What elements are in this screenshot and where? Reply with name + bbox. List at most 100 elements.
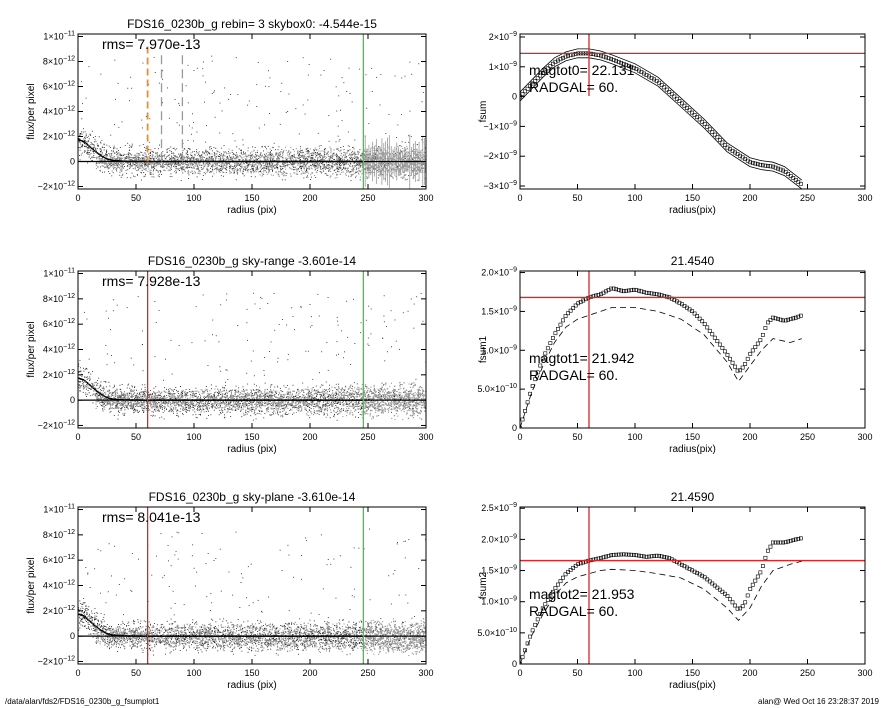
profile-point <box>191 160 194 163</box>
scatter-point <box>303 156 305 158</box>
scatter-band-point <box>270 163 272 165</box>
x-tick-label: 300 <box>418 193 433 203</box>
scatter-band-point <box>129 158 131 160</box>
scatter-band-point <box>305 166 307 168</box>
profile-point <box>180 160 182 163</box>
scatter-point <box>324 389 326 390</box>
scatter-point <box>298 155 299 156</box>
scatter-point <box>89 152 90 153</box>
scatter-point <box>220 157 221 159</box>
scatter-point <box>335 163 337 164</box>
scatter-band-point <box>369 167 371 169</box>
scatter-band-point <box>175 157 177 159</box>
scatter-point <box>360 397 362 399</box>
scatter-point <box>365 167 368 169</box>
scatter-point <box>401 177 404 179</box>
profile-point <box>188 160 191 163</box>
scatter-point <box>313 165 315 166</box>
scatter-band-point <box>357 150 359 152</box>
scatter-point <box>151 176 153 178</box>
scatter-band-point <box>159 155 161 157</box>
scatter-point <box>236 169 238 171</box>
scatter-point <box>116 161 118 163</box>
scatter-band-point <box>179 156 181 158</box>
scatter-band-point <box>331 164 333 166</box>
scatter-point <box>272 146 274 148</box>
scatter-band-point <box>406 145 408 147</box>
scatter-point <box>330 155 332 157</box>
scatter-point <box>290 151 292 153</box>
scatter-point <box>350 158 351 160</box>
scatter-point <box>352 173 354 175</box>
scatter-point <box>375 157 377 159</box>
scatter-point <box>144 164 145 166</box>
scatter-point <box>196 149 198 151</box>
scatter-band-point <box>107 164 109 166</box>
scatter-point <box>80 390 81 392</box>
scatter-point <box>90 153 92 155</box>
scatter-point <box>99 170 101 171</box>
scatter-point <box>110 147 111 148</box>
scatter-point <box>356 163 358 165</box>
scatter-band-point <box>330 148 332 150</box>
scatter-band-point <box>197 154 199 156</box>
scatter-point <box>147 166 149 168</box>
scatter-point <box>168 117 170 119</box>
scatter-point <box>148 153 150 155</box>
scatter-point <box>240 152 242 153</box>
scatter-point <box>217 151 218 152</box>
scatter-band-point <box>302 165 304 167</box>
x-tick-label: 0 <box>517 193 522 203</box>
scatter-point <box>312 163 314 165</box>
scatter-point <box>269 154 271 155</box>
scatter-point <box>294 169 296 170</box>
scatter-point <box>84 150 85 152</box>
scatter-band-point <box>137 154 139 156</box>
scatter-band-point <box>251 171 253 173</box>
plot-frame <box>519 33 866 190</box>
profile-point <box>220 160 223 163</box>
scatter-point <box>117 158 119 160</box>
scatter-band-point <box>347 150 349 152</box>
scatter-point <box>196 152 198 154</box>
scatter-point <box>288 93 290 95</box>
scatter-band-point <box>229 162 231 164</box>
scatter-point <box>281 166 283 167</box>
scatter-band-point <box>219 172 221 174</box>
scatter-band-point <box>281 167 283 169</box>
scatter-point <box>198 168 199 170</box>
scatter-point <box>83 142 85 144</box>
scatter-band-point <box>417 156 419 158</box>
scatter-point <box>247 104 249 106</box>
scatter-point <box>149 159 151 161</box>
scatter-point <box>97 388 99 390</box>
scatter-band-point <box>292 165 294 167</box>
scatter-point <box>368 157 371 159</box>
scatter-point <box>347 159 348 161</box>
scatter-point <box>161 152 163 154</box>
scatter-band-point <box>105 162 107 164</box>
scatter-point <box>186 157 188 158</box>
scatter-band-point <box>221 169 223 171</box>
scatter-point <box>420 166 422 169</box>
scatter-band-point <box>323 159 325 161</box>
scatter-point <box>207 165 209 167</box>
scatter-band-point <box>214 154 216 156</box>
scatter-band-point <box>152 163 154 165</box>
scatter-band-point <box>260 152 262 154</box>
scatter-band-point <box>221 157 223 159</box>
scatter-point <box>344 152 346 154</box>
scatter-band-point <box>115 161 117 163</box>
scatter-band-point <box>336 165 338 167</box>
scatter-point <box>302 104 304 106</box>
scatter-point <box>142 62 144 64</box>
scatter-band-point <box>276 163 278 165</box>
scatter-band-point <box>216 168 218 170</box>
scatter-point <box>372 167 374 169</box>
scatter-point <box>252 146 253 148</box>
scatter-band-point <box>201 158 203 160</box>
scatter-band-point <box>211 164 213 166</box>
scatter-band-point <box>340 154 342 156</box>
scatter-point <box>268 169 269 171</box>
scatter-band-point <box>256 161 258 163</box>
